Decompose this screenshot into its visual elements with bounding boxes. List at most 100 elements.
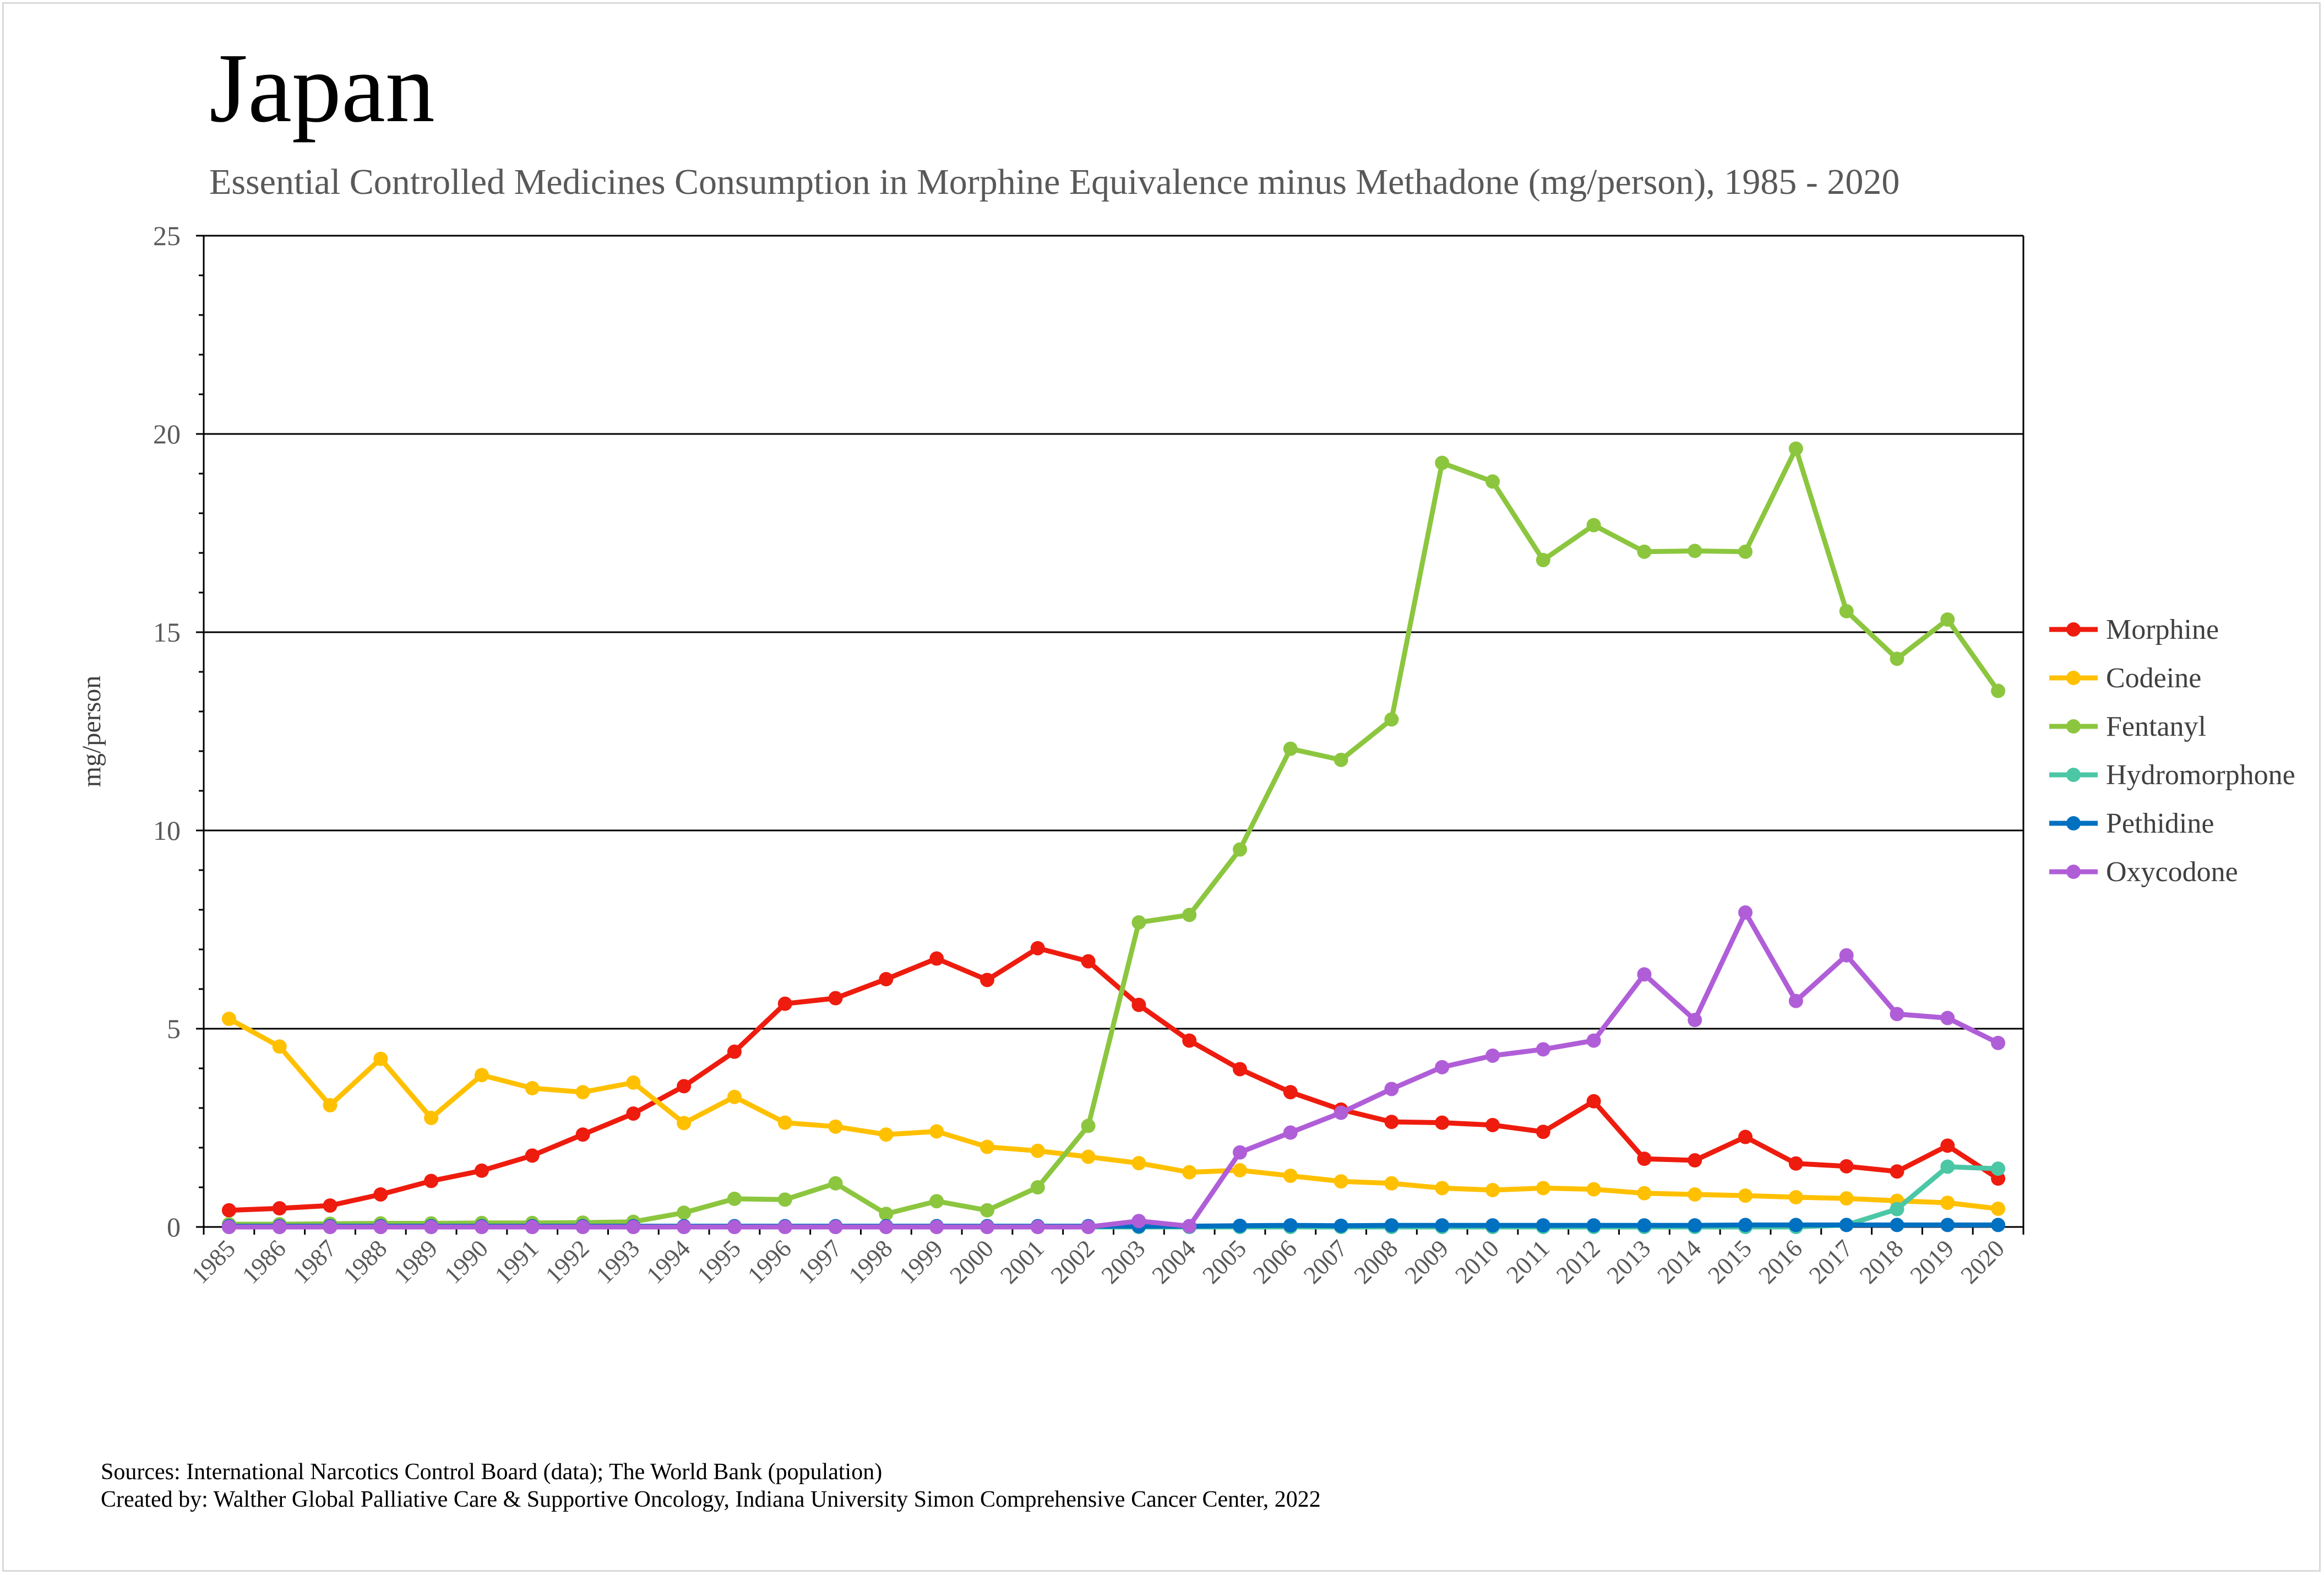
legend-label-pethidine: Pethidine	[2106, 808, 2214, 839]
legend: Morphine Codeine Fentanyl Hydromorphone Peth…	[2049, 614, 2295, 888]
codeine-point-1994	[677, 1116, 692, 1131]
pethidine-point-2016	[1788, 1218, 1803, 1232]
codeine-point-2013	[1637, 1186, 1652, 1201]
oxycodone-point-2013	[1637, 967, 1652, 982]
morphine-point-1987	[323, 1198, 338, 1213]
morphine-point-2000	[979, 973, 994, 987]
x-tick-label-2018: 2018	[1854, 1235, 1909, 1289]
morphine-point-1995	[727, 1044, 742, 1059]
morphine-point-2009	[1435, 1115, 1450, 1130]
morphine-point-2004	[1182, 1033, 1197, 1048]
codeine-point-2017	[1839, 1191, 1854, 1206]
fentanyl-point-2014	[1688, 544, 1702, 558]
legend-label-codeine: Codeine	[2106, 662, 2201, 694]
pethidine-point-2005	[1233, 1218, 1248, 1233]
x-tick-label-1993: 1993	[590, 1235, 645, 1289]
legend-item-codeine: Codeine	[2049, 662, 2201, 694]
pethidine-point-2011	[1536, 1218, 1550, 1233]
oxycodone-point-1996	[777, 1220, 792, 1234]
codeine-point-1992	[575, 1085, 590, 1100]
y-tick-labels: 0 5 10 15 20 25	[153, 220, 181, 1242]
series-fentanyl	[221, 441, 2006, 1231]
pethidine-point-2006	[1283, 1218, 1298, 1233]
oxycodone-point-1987	[323, 1220, 338, 1234]
morphine-point-2005	[1233, 1062, 1248, 1077]
oxycodone-point-1992	[575, 1220, 590, 1234]
x-tick-label-2020: 2020	[1955, 1235, 2010, 1289]
codeine-point-2008	[1384, 1176, 1399, 1191]
sources-note: Sources: International Narcotics Control…	[101, 1458, 1321, 1514]
morphine-point-2011	[1536, 1125, 1550, 1139]
codeine-point-2014	[1688, 1187, 1702, 1202]
oxycodone-point-1988	[373, 1220, 388, 1234]
morphine-point-2014	[1688, 1153, 1702, 1168]
codeine-point-1988	[373, 1051, 388, 1066]
oxycodone-point-2015	[1738, 905, 1753, 920]
fentanyl-point-2007	[1334, 752, 1348, 767]
codeine-point-1998	[879, 1127, 894, 1142]
codeine-point-2003	[1131, 1156, 1146, 1171]
legend-swatch-marker-codeine	[2066, 671, 2081, 685]
oxycodone-point-2007	[1334, 1105, 1348, 1120]
x-tick-label-2003: 2003	[1096, 1235, 1150, 1289]
x-tick-label-2012: 2012	[1551, 1235, 1605, 1289]
hydromorphone-point-2019	[1940, 1159, 1955, 1174]
legend-swatch-marker-fentanyl	[2066, 719, 2081, 734]
codeine-point-2009	[1435, 1181, 1450, 1196]
oxycodone-point-1999	[929, 1220, 944, 1234]
oxycodone-point-2019	[1940, 1011, 1955, 1025]
x-tick-label-2015: 2015	[1702, 1235, 1757, 1289]
fentanyl-point-1996	[777, 1192, 792, 1207]
morphine-point-2003	[1131, 997, 1146, 1012]
fentanyl-point-1995	[727, 1191, 742, 1206]
morphine-point-2001	[1030, 941, 1045, 955]
legend-item-morphine: Morphine	[2049, 614, 2219, 645]
codeine-point-1997	[828, 1119, 843, 1134]
hydromorphone-point-2020	[1991, 1161, 2006, 1176]
legend-item-oxycodone: Oxycodone	[2049, 856, 2238, 888]
codeine-point-1993	[626, 1075, 641, 1090]
x-tick-label-1990: 1990	[439, 1235, 493, 1289]
fentanyl-point-1999	[929, 1194, 944, 1209]
codeine-point-2002	[1081, 1149, 1096, 1164]
oxycodone-point-1985	[221, 1220, 236, 1234]
morphine-point-2010	[1485, 1117, 1500, 1132]
fentanyl-point-2002	[1081, 1118, 1096, 1133]
fentanyl-point-2012	[1586, 518, 1601, 533]
x-tick-label-2013: 2013	[1602, 1235, 1656, 1289]
oxycodone-point-1995	[727, 1220, 742, 1234]
fentanyl-point-2008	[1384, 712, 1399, 727]
oxycodone-point-2001	[1030, 1220, 1045, 1234]
x-tick-label-2009: 2009	[1399, 1235, 1454, 1289]
created-by-line: Created by: Walther Global Palliative Ca…	[101, 1487, 1321, 1513]
morphine-point-2018	[1890, 1164, 1904, 1179]
x-tick-label-1988: 1988	[338, 1235, 392, 1289]
chart-subtitle: Essential Controlled Medicines Consumpti…	[209, 162, 1900, 202]
codeine-point-1990	[474, 1068, 489, 1083]
x-tick-label-1994: 1994	[641, 1235, 695, 1289]
series-codeine	[221, 1012, 2006, 1216]
oxycodone-point-1991	[525, 1220, 540, 1234]
oxycodone-point-2006	[1283, 1125, 1298, 1140]
pethidine-point-2009	[1435, 1218, 1450, 1233]
oxycodone-point-2002	[1081, 1220, 1096, 1234]
oxycodone-point-2011	[1536, 1042, 1550, 1057]
oxycodone-point-1993	[626, 1220, 641, 1234]
fentanyl-point-2006	[1283, 741, 1298, 756]
pethidine-point-2010	[1485, 1218, 1500, 1233]
codeine-point-1986	[272, 1039, 287, 1054]
x-tick-label-2017: 2017	[1804, 1235, 1858, 1289]
legend-swatch-marker-morphine	[2066, 622, 2081, 637]
x-tick-label-1995: 1995	[692, 1235, 746, 1289]
fentanyl-point-2016	[1788, 441, 1803, 456]
fentanyl-point-2000	[979, 1203, 994, 1218]
codeine-line	[226, 1016, 2001, 1212]
morphine-point-1997	[828, 991, 843, 1006]
legend-label-hydromorphone: Hydromorphone	[2106, 759, 2295, 791]
morphine-point-1994	[677, 1079, 692, 1094]
fentanyl-point-2001	[1030, 1180, 1045, 1194]
codeine-point-2019	[1940, 1196, 1955, 1210]
codeine-point-2015	[1738, 1188, 1753, 1203]
morphine-point-1990	[474, 1163, 489, 1178]
